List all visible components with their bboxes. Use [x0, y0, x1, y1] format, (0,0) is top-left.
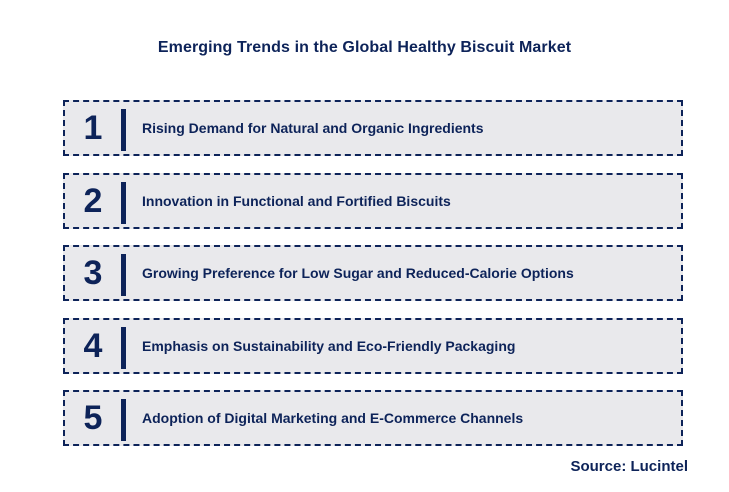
trend-number: 1 — [83, 109, 103, 147]
trend-item-5: 5 Adoption of Digital Marketing and E-Co… — [63, 390, 683, 446]
trend-number: 2 — [83, 181, 103, 220]
divider-bar — [121, 326, 126, 369]
trend-list: 1 Rising Demand for Natural and Organic … — [63, 100, 683, 463]
divider-bar — [121, 399, 126, 441]
source-credit: Source: Lucintel — [570, 458, 688, 475]
trend-item-1: 1 Rising Demand for Natural and Organic … — [63, 100, 683, 156]
divider-bar — [121, 109, 126, 151]
trend-label: Adoption of Digital Marketing and E-Comm… — [142, 410, 524, 426]
trend-number: 4 — [83, 326, 103, 365]
trend-item-2: 2 Innovation in Functional and Fortified… — [63, 172, 683, 229]
trend-label: Innovation in Functional and Fortified B… — [142, 192, 451, 209]
trend-number: 5 — [83, 399, 103, 437]
trend-label: Rising Demand for Natural and Organic In… — [142, 120, 484, 136]
page-title: Emerging Trends in the Global Healthy Bi… — [157, 39, 572, 56]
divider-bar — [121, 181, 126, 224]
trend-label: Growing Preference for Low Sugar and Red… — [142, 265, 574, 281]
trend-number: 3 — [83, 254, 103, 292]
trend-item-3: 3 Growing Preference for Low Sugar and R… — [63, 245, 683, 301]
trend-item-4: 4 Emphasis on Sustainability and Eco-Fri… — [63, 317, 683, 374]
trend-label: Emphasis on Sustainability and Eco-Frien… — [142, 337, 516, 354]
divider-bar — [121, 254, 126, 296]
